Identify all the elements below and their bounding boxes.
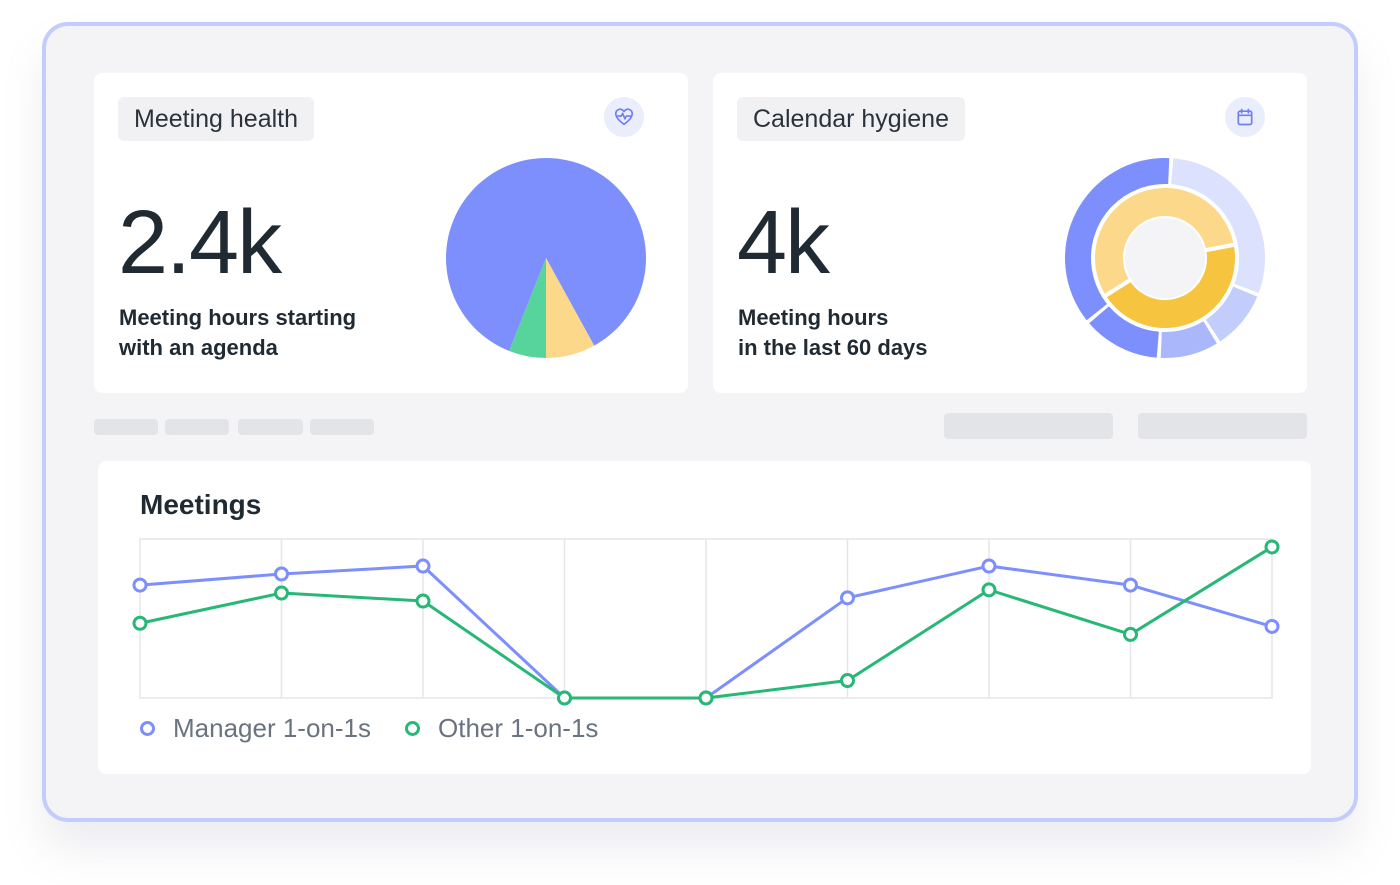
meeting-health-card[interactable]: Meeting health 2.4k Meeting hours starti… [94,73,688,393]
legend-marker-other [405,721,420,736]
legend-item-manager[interactable]: Manager 1-on-1s [140,713,371,744]
calendar-hygiene-card[interactable]: Calendar hygiene 4k Meeting hours in the… [713,73,1307,393]
meetings-chart-title: Meetings [140,489,262,520]
pie-slice-1 [446,158,646,351]
data-point-s2-5[interactable] [698,690,714,706]
placeholder-tab-4[interactable] [310,419,374,435]
agenda-pie-chart [446,158,646,358]
data-point-s1-3[interactable] [415,558,431,574]
legend-label-other: Other 1-on-1s [438,713,599,743]
data-point-s2-1[interactable] [132,615,148,631]
placeholder-tab-1[interactable] [94,419,158,435]
data-point-s2-8[interactable] [1123,626,1138,642]
data-point-s1-1[interactable] [132,577,148,593]
placeholder-tab-3[interactable] [238,419,303,435]
data-point-s1-2[interactable] [274,566,289,582]
donut-center [1125,218,1205,298]
data-point-s1-6[interactable] [840,590,855,606]
calendar-icon[interactable] [1225,97,1265,137]
meetings-chart-card: Meetings Manager 1-on-1s Other 1-on-1s [98,461,1311,774]
calendar-hygiene-title: Calendar hygiene [737,97,965,141]
chart-legend: Manager 1-on-1s Other 1-on-1s [140,713,632,744]
calendar-hygiene-value: 4k [737,193,830,293]
data-point-s2-3[interactable] [415,593,431,609]
donut-outer-segment-5 [1089,305,1159,358]
placeholder-tab-2[interactable] [165,419,229,435]
donut-outer-segment-1 [1065,158,1170,321]
data-point-s1-9[interactable] [1264,618,1280,634]
donut-outer-segment-3 [1205,286,1258,342]
legend-marker-manager [140,721,155,736]
legend-label-manager: Manager 1-on-1s [173,713,371,743]
meetings-line-chart [132,538,1280,706]
calendar-hygiene-caption-line2: in the last 60 days [738,335,928,360]
meeting-health-value: 2.4k [118,193,282,293]
data-point-s2-7[interactable] [981,582,997,598]
placeholder-filter-1[interactable] [944,413,1113,439]
data-point-s2-9[interactable] [1264,539,1280,555]
data-point-s1-7[interactable] [981,558,997,574]
meeting-health-title: Meeting health [118,97,315,141]
donut-outer-segment-2 [1171,158,1265,293]
heart-pulse-icon[interactable] [604,97,644,137]
meeting-health-caption-line2: with an agenda [119,335,278,360]
pie-slice-2 [546,258,595,358]
data-point-s1-8[interactable] [1123,577,1138,593]
donut-outer-segment-4 [1160,320,1217,358]
dashboard-frame: Meeting health 2.4k Meeting hours starti… [42,22,1358,822]
calendar-hygiene-caption-line1: Meeting hours [738,305,889,330]
data-point-s2-4[interactable] [557,690,572,706]
pie-slice-3 [509,258,546,358]
meeting-health-caption-line1: Meeting hours starting [119,305,357,330]
legend-item-other[interactable]: Other 1-on-1s [405,713,598,744]
placeholder-filter-2[interactable] [1138,413,1307,439]
calendar-donut-chart [1065,158,1265,358]
data-point-s2-6[interactable] [840,673,855,689]
data-point-s2-2[interactable] [274,585,289,601]
